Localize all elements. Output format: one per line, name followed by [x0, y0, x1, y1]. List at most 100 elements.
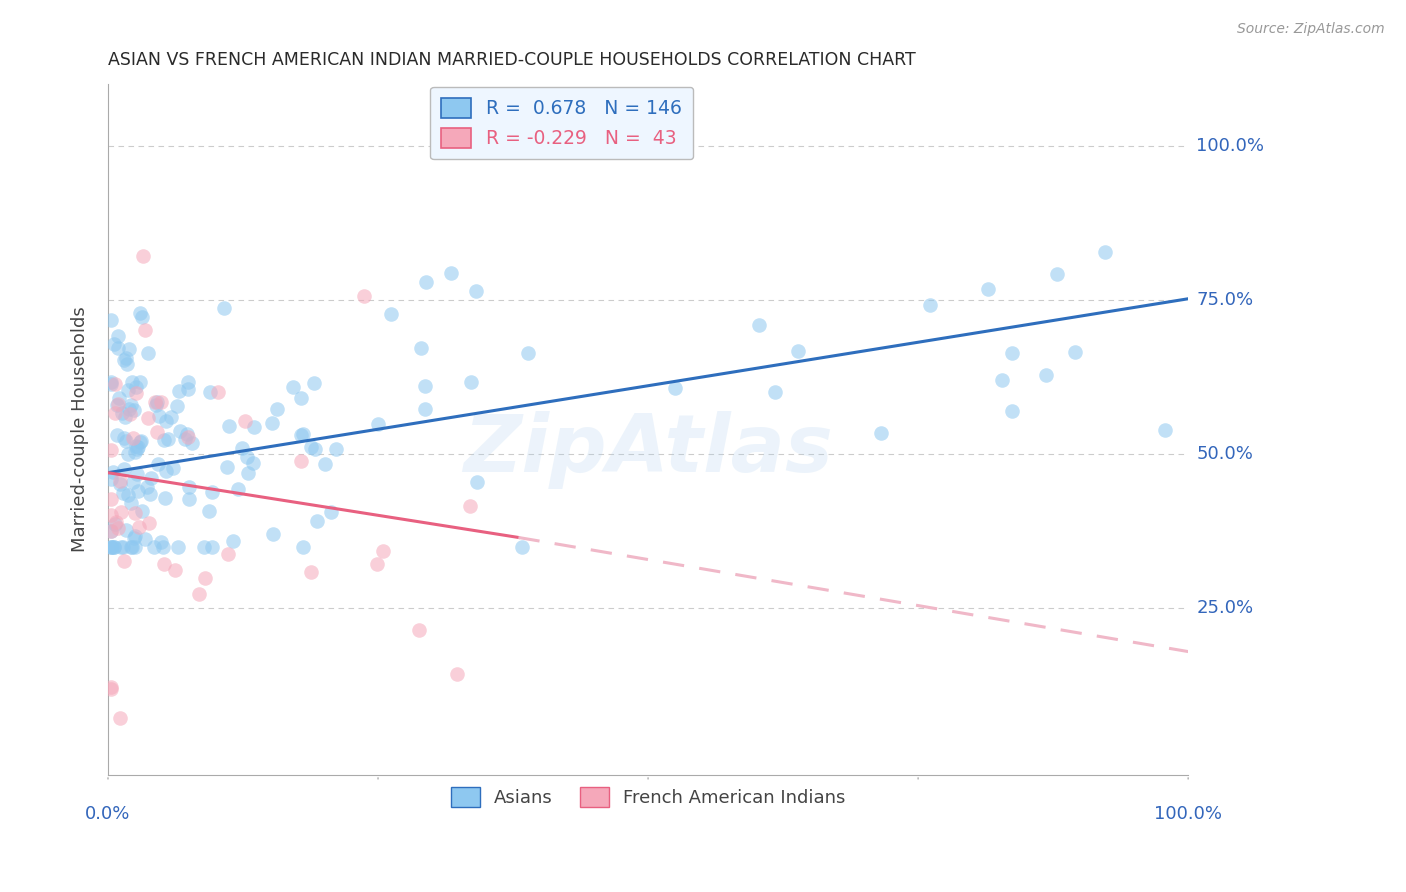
Point	[131, 249, 153, 263]
Point	[110, 505, 132, 519]
Point	[100, 375, 122, 389]
Point	[150, 534, 173, 549]
Text: ZipAtlas: ZipAtlas	[463, 411, 832, 489]
Point	[226, 482, 249, 496]
Point	[122, 531, 145, 545]
Point	[198, 504, 221, 518]
Point	[100, 376, 122, 391]
Point	[148, 409, 170, 424]
Point	[664, 381, 686, 395]
Point	[105, 428, 128, 442]
Point	[100, 682, 122, 697]
Point	[100, 492, 122, 507]
Point	[1035, 368, 1057, 382]
Point	[112, 554, 135, 568]
Point	[176, 375, 198, 389]
Point	[118, 407, 141, 421]
Point	[212, 301, 235, 315]
Point	[153, 557, 176, 571]
Point	[380, 307, 402, 321]
Point	[207, 385, 229, 400]
Point	[103, 465, 125, 479]
Point	[373, 543, 395, 558]
Point	[167, 384, 190, 398]
Point	[128, 520, 150, 534]
Point	[101, 540, 124, 554]
Point	[517, 345, 540, 359]
Point	[129, 306, 152, 320]
Point	[413, 402, 436, 417]
Point	[367, 417, 389, 432]
Point	[117, 383, 139, 397]
Point	[201, 485, 224, 500]
Point	[156, 432, 179, 446]
Point	[920, 298, 942, 312]
Text: ASIAN VS FRENCH AMERICAN INDIAN MARRIED-COUPLE HOUSEHOLDS CORRELATION CHART: ASIAN VS FRENCH AMERICAN INDIAN MARRIED-…	[108, 51, 915, 69]
Point	[107, 342, 129, 356]
Point	[413, 379, 436, 393]
Point	[165, 563, 187, 577]
Point	[155, 464, 177, 478]
Point	[100, 524, 122, 539]
Point	[162, 461, 184, 475]
Point	[176, 426, 198, 441]
Point	[108, 476, 131, 491]
Point	[104, 406, 127, 420]
Y-axis label: Married-couple Households: Married-couple Households	[72, 307, 89, 552]
Point	[236, 466, 259, 480]
Point	[763, 384, 786, 399]
Point	[180, 436, 202, 450]
Point	[112, 431, 135, 445]
Point	[117, 342, 139, 356]
Point	[266, 401, 288, 416]
Point	[124, 529, 146, 543]
Point	[125, 386, 148, 401]
Point	[440, 266, 463, 280]
Point	[188, 587, 211, 601]
Point	[138, 411, 160, 425]
Point	[458, 500, 481, 514]
Point	[325, 442, 347, 456]
Point	[112, 353, 135, 368]
Point	[100, 680, 122, 694]
Point	[100, 472, 122, 486]
Point	[242, 456, 264, 470]
Point	[748, 318, 770, 333]
Point	[1094, 245, 1116, 260]
Point	[990, 373, 1012, 387]
Point	[129, 375, 152, 389]
Point	[115, 524, 138, 538]
Point	[125, 467, 148, 481]
Point	[291, 540, 314, 554]
Point	[100, 540, 122, 554]
Text: 25.0%: 25.0%	[1197, 599, 1254, 617]
Point	[100, 443, 122, 458]
Point	[169, 424, 191, 438]
Legend: Asians, French American Indians: Asians, French American Indians	[443, 780, 852, 814]
Point	[122, 475, 145, 489]
Point	[299, 440, 322, 454]
Point	[314, 457, 336, 471]
Point	[177, 430, 200, 444]
Point	[510, 540, 533, 554]
Point	[174, 432, 197, 446]
Point	[1001, 345, 1024, 359]
Point	[160, 409, 183, 424]
Point	[217, 547, 239, 561]
Point	[112, 485, 135, 500]
Point	[155, 414, 177, 428]
Point	[135, 479, 157, 493]
Point	[104, 376, 127, 391]
Point	[125, 380, 148, 394]
Point	[120, 398, 142, 412]
Point	[1046, 267, 1069, 281]
Point	[366, 557, 388, 571]
Point	[112, 462, 135, 476]
Point	[134, 323, 156, 337]
Point	[408, 623, 430, 637]
Point	[869, 426, 891, 441]
Text: 100.0%: 100.0%	[1154, 805, 1222, 823]
Text: 100.0%: 100.0%	[1197, 136, 1264, 155]
Point	[786, 343, 808, 358]
Point	[108, 711, 131, 725]
